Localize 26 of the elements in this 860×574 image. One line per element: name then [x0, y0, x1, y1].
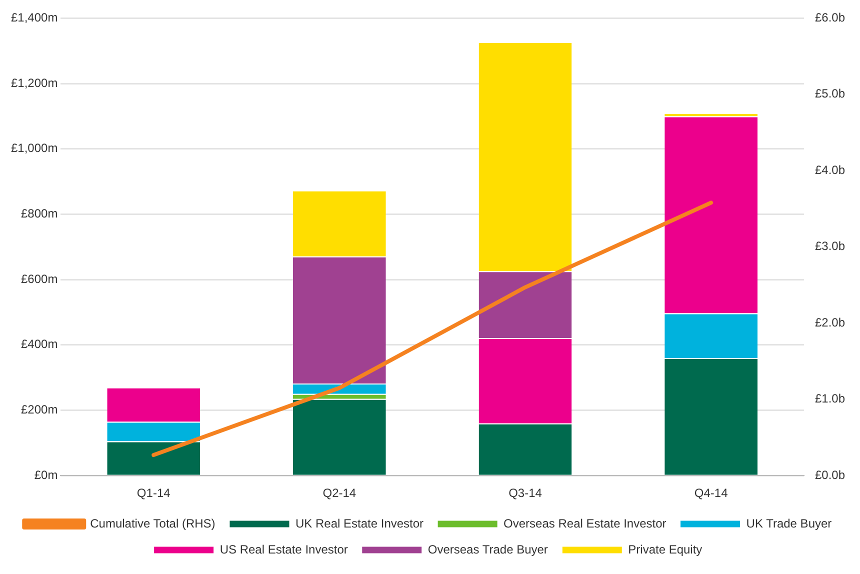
x-tick-label: Q3-14: [508, 486, 542, 500]
y2-tick-label: £2.0b: [814, 315, 846, 330]
y-tick-label: £600m: [20, 272, 58, 286]
x-tick-label: Q4-14: [694, 486, 728, 500]
y-tick-label: £200m: [20, 402, 58, 417]
y-tick-label: £1,200m: [10, 76, 58, 90]
y-tick-label: £800m: [20, 206, 58, 221]
y2-tick-label: £0.0b: [814, 468, 846, 482]
x-tick-label: Q2-14: [322, 486, 356, 500]
y2-tick-label: £5.0b: [814, 86, 846, 101]
legend-label: UK Real Estate Investor: [295, 516, 424, 530]
y2-tick-label: £1.0b: [814, 392, 846, 406]
legend-label: US Real Estate Investor: [220, 542, 348, 556]
legend-label: Cumulative Total (RHS): [90, 516, 216, 530]
y-tick-label: £400m: [20, 337, 58, 352]
legend-label: Overseas Trade Buyer: [428, 542, 548, 556]
legend-label: UK Trade Buyer: [746, 516, 832, 530]
y-tick-label: £1,000m: [10, 141, 58, 156]
legend-label: Private Equity: [628, 542, 702, 556]
y2-tick-label: £3.0b: [814, 239, 846, 254]
legend-label: Overseas Real Estate Investor: [504, 516, 666, 530]
y2-tick-label: £4.0b: [814, 162, 846, 177]
y-tick-label: £0m: [34, 468, 58, 482]
y2-tick-label: £6.0b: [814, 10, 846, 25]
y-tick-label: £1,400m: [10, 10, 58, 25]
x-tick-label: Q1-14: [136, 486, 171, 500]
